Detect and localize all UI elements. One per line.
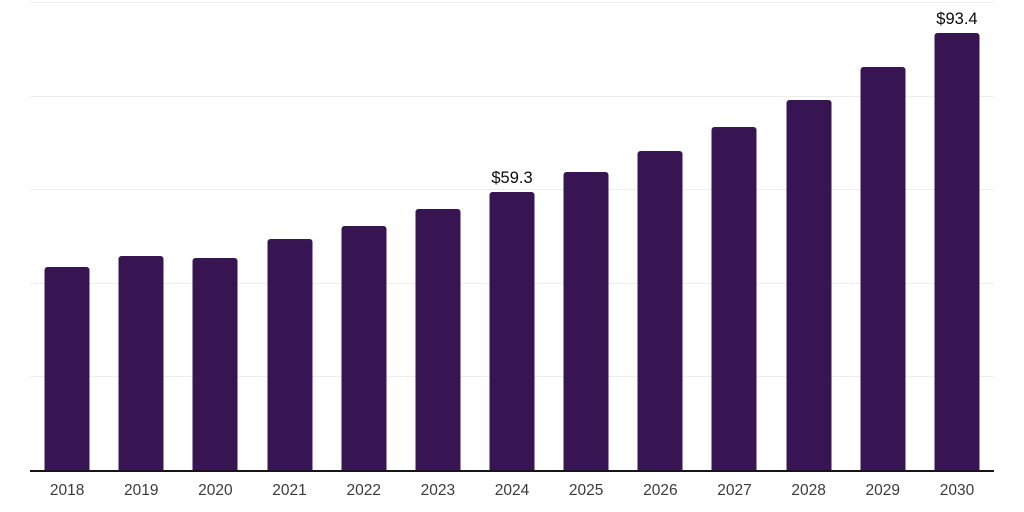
bar-cell-2020 — [178, 2, 252, 470]
bar-cell-2029 — [846, 2, 920, 470]
bar-cell-2023 — [401, 2, 475, 470]
bar-2030 — [934, 32, 980, 470]
x-tick-label-2022: 2022 — [346, 482, 381, 499]
bar-2020 — [192, 258, 238, 470]
bar-cell-2018 — [30, 2, 104, 470]
bar-2019 — [118, 255, 164, 470]
x-tick-label-2023: 2023 — [420, 482, 456, 499]
x-tick-label-2019: 2019 — [123, 482, 159, 499]
x-tick-label-2024: 2024 — [494, 482, 530, 499]
x-tick-label-2029: 2029 — [865, 482, 901, 499]
x-tick-label-2020: 2020 — [198, 482, 233, 499]
x-tick-label-2027: 2027 — [717, 482, 752, 499]
x-axis-line — [30, 470, 994, 472]
bar-2028 — [786, 99, 832, 470]
bar-cell-2021 — [252, 2, 326, 470]
bars-container: $59.3 $93.4 — [30, 2, 994, 470]
bar-cell-2030: $93.4 — [920, 2, 994, 470]
x-tick-label-2030: 2030 — [939, 482, 975, 499]
bar-cell-2019 — [104, 2, 178, 470]
data-label-2030: $93.4 — [936, 9, 978, 28]
bar-2021 — [267, 239, 313, 470]
bar-2029 — [860, 67, 906, 470]
bar-2025 — [563, 172, 609, 470]
bar-2018 — [44, 267, 90, 470]
bar-2022 — [341, 225, 387, 470]
gridline-80 — [30, 95, 994, 97]
x-tick-label-2028: 2028 — [791, 482, 826, 499]
plot-area: $59.3 $93.4 — [30, 2, 994, 472]
bar-cell-2022 — [327, 2, 401, 470]
gridline-60 — [30, 189, 994, 191]
data-label-2024: $59.3 — [491, 169, 533, 188]
x-tick-label-2025: 2025 — [568, 482, 604, 499]
bar-cell-2028 — [772, 2, 846, 470]
bar-2026 — [637, 151, 683, 470]
x-tick-label-2018: 2018 — [49, 482, 85, 499]
bar-cell-2026 — [623, 2, 697, 470]
bar-2027 — [711, 126, 757, 470]
gridline-100 — [30, 2, 994, 3]
bar-cell-2025 — [549, 2, 623, 470]
bar-2023 — [415, 209, 461, 470]
x-tick-label-2021: 2021 — [272, 482, 307, 499]
bar-cell-2027 — [697, 2, 771, 470]
x-axis-labels: 2018 2019 2020 2021 2022 2023 2024 2025 2026 2027… — [30, 480, 994, 501]
x-tick-label-2026: 2026 — [643, 482, 678, 499]
bar-cell-2024: $59.3 — [475, 2, 549, 470]
bar-2024 — [489, 192, 535, 470]
